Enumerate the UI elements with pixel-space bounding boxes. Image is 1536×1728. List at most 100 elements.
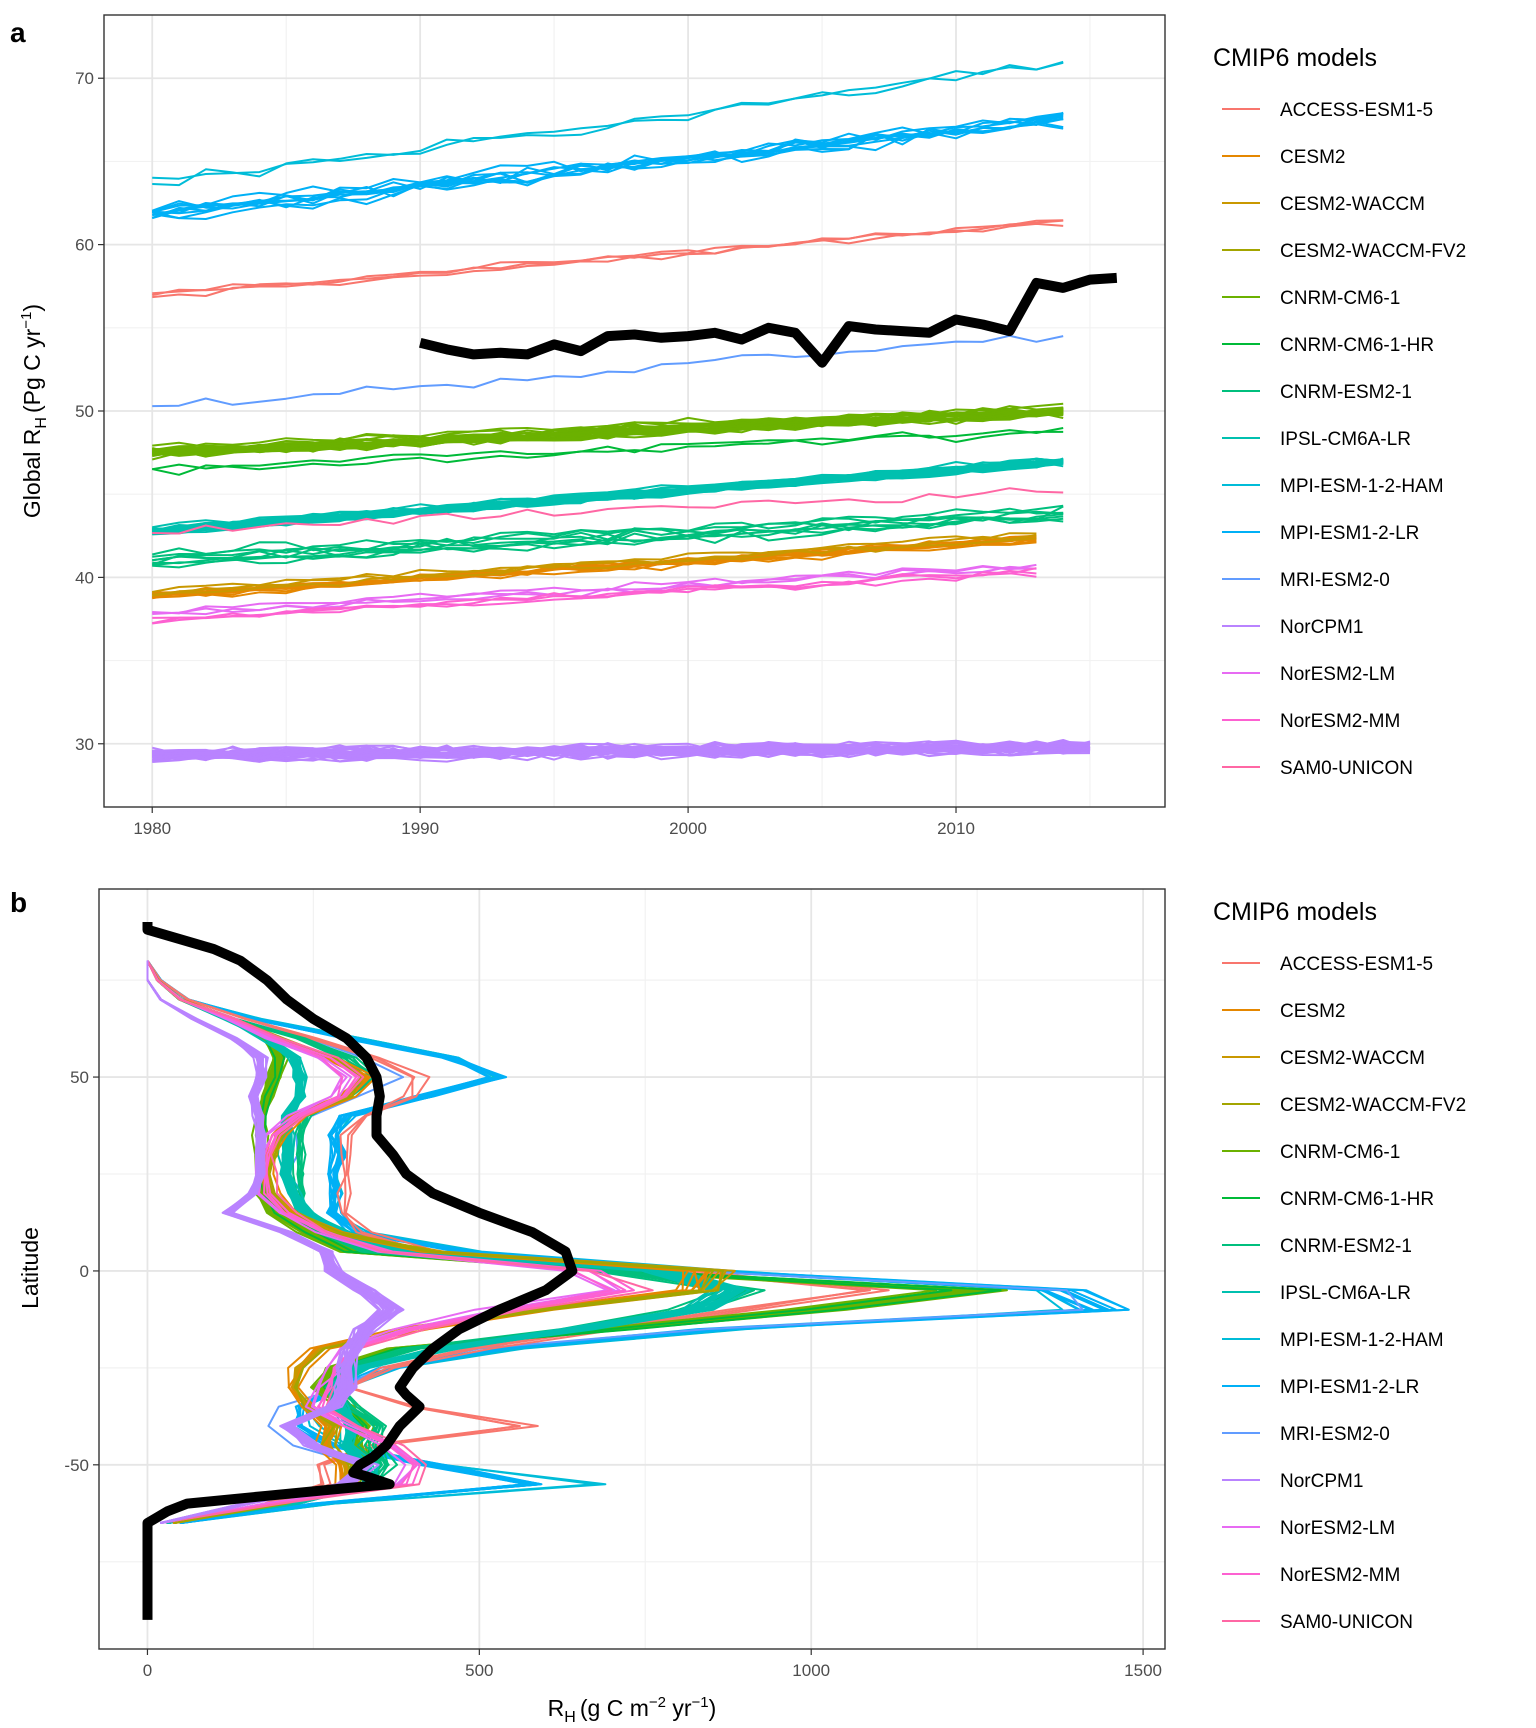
series-line-CESM2-WACCM [152, 537, 1037, 597]
series-line-CNRM-CM6-1 [152, 408, 1064, 456]
legend-label: MPI-ESM1-2-LR [1280, 1377, 1419, 1398]
panel-letter-a: a [10, 17, 26, 48]
observed-line-b [142, 922, 578, 1620]
y-title-close-a: ) [19, 304, 45, 312]
legend-title-a: CMIP6 models [1213, 44, 1377, 72]
y-tick-label: -50 [64, 1456, 89, 1475]
y-tick-label: 70 [75, 69, 94, 88]
x-tick-label: 2010 [937, 819, 975, 838]
legend-label: IPSL-CM6A-LR [1280, 1283, 1411, 1304]
series-line-MPI-ESM-1-2-HAM [152, 61, 1064, 180]
legend-label: CESM2-WACCM-FV2 [1280, 241, 1466, 262]
series-lines-b [142, 922, 1130, 1620]
x-title-mid-b: yr [666, 1695, 692, 1721]
legend-label: CESM2-WACCM [1280, 1048, 1425, 1069]
y-tick-label: 40 [75, 568, 94, 587]
series-line-CESM2-WACCM [152, 532, 1037, 593]
panel-a: a 1980 1990 2000 2010 30 40 50 60 70 Global RH (P… [10, 14, 1466, 838]
x-tick-label: 0 [143, 1661, 152, 1680]
profile-line-CNRM-ESM2-1 [146, 960, 749, 1524]
legend-label: MPI-ESM1-2-LR [1280, 523, 1419, 544]
series-line-CNRM-ESM2-1 [152, 515, 1064, 565]
legend-label: SAM0-UNICON [1280, 758, 1413, 779]
series-line-ACCESS-ESM1-5 [152, 222, 1064, 299]
series-line-NorESM2-MM [152, 567, 1037, 625]
series-line-CESM2-WACCM [152, 534, 1037, 596]
legend-label: NorESM2-MM [1280, 1565, 1400, 1586]
legend-label: NorESM2-MM [1280, 711, 1400, 732]
legend-label: ACCESS-ESM1-5 [1280, 954, 1433, 975]
legend-label: NorCPM1 [1280, 617, 1363, 638]
series-line-SAM0-UNICON [152, 487, 1064, 535]
y-title-paren-a: (Pg C yr [19, 328, 45, 413]
legend-label: CESM2-WACCM-FV2 [1280, 1095, 1466, 1116]
legend-label: MPI-ESM-1-2-HAM [1280, 1330, 1444, 1351]
series-line-MPI-ESM-1-2-HAM [152, 60, 1064, 187]
x-title-sup2-b: −1 [692, 1694, 709, 1711]
legend-label: MPI-ESM-1-2-HAM [1280, 476, 1444, 497]
legend-label: CNRM-ESM2-1 [1280, 382, 1412, 403]
y-tick-label: 60 [75, 236, 94, 255]
legend-label: NorESM2-LM [1280, 1518, 1395, 1539]
y-tick-label: 30 [75, 735, 94, 754]
y-tick-label: 0 [80, 1262, 89, 1281]
legend-label: CNRM-ESM2-1 [1280, 1236, 1412, 1257]
x-tick-label: 1000 [792, 1661, 830, 1680]
plot-border-b [98, 888, 1166, 1650]
x-tick-label: 2000 [669, 819, 707, 838]
series-line-CNRM-ESM2-1 [151, 513, 1064, 566]
y-title-main-a: Global R [19, 429, 45, 518]
series-line-CNRM-CM6-1-HR [152, 427, 1064, 471]
observed-line-a [419, 272, 1118, 368]
y-axis-title-b: Latitude [17, 1227, 43, 1309]
legend-label: CESM2 [1280, 1001, 1345, 1022]
x-title-sub-b: H [564, 1709, 576, 1726]
profile-line-SAM0-UNICON [146, 960, 654, 1524]
profile-line-NorCPM1 [146, 960, 385, 1524]
axis-a: 1980 1990 2000 2010 30 40 50 60 70 [75, 69, 975, 838]
x-title-paren-b: (g C m [580, 1695, 649, 1721]
series-line-CNRM-CM6-1-HR [151, 430, 1064, 476]
legend-label: NorCPM1 [1280, 1471, 1363, 1492]
x-title-close-b: ) [709, 1695, 717, 1721]
legend-label: MRI-ESM2-0 [1280, 1424, 1390, 1445]
panel-b: b 0 500 1000 1500 -50 0 50 Latitude RH (g C m−2… [10, 887, 1466, 1726]
profile-line-MPI-ESM1-2-LR [146, 960, 1117, 1524]
y-title-sup-a: −1 [18, 312, 35, 329]
legend-b: CMIP6 models ACCESS-ESM1-5 CESM2 CESM2-WAC… [1213, 898, 1466, 1633]
series-lines-a [151, 60, 1118, 763]
x-title-main-b: R [548, 1695, 565, 1721]
x-tick-label: 500 [465, 1661, 493, 1680]
series-line-IPSL-CM6A-LR [152, 460, 1064, 534]
legend-label: CNRM-CM6-1 [1280, 288, 1400, 309]
series-line-NorESM2-LM [152, 565, 1037, 615]
panel-letter-b: b [10, 887, 27, 918]
legend-label: CNRM-CM6-1-HR [1280, 1189, 1434, 1210]
series-line-CNRM-CM6-1 [152, 411, 1064, 456]
series-line-NorCPM1 [151, 745, 1091, 762]
x-tick-label: 1500 [1124, 1661, 1162, 1680]
series-line-NorESM2-MM [152, 571, 1037, 625]
legend-label: SAM0-UNICON [1280, 1612, 1413, 1633]
legend-label: CESM2 [1280, 147, 1345, 168]
legend-a: CMIP6 models ACCESS-ESM1-5 CESM2 CESM2-WAC… [1213, 44, 1466, 779]
legend-label: IPSL-CM6A-LR [1280, 429, 1411, 450]
y-axis-title-a: Global RH (Pg C yr−1) [18, 304, 50, 518]
x-tick-label: 1990 [401, 819, 439, 838]
x-axis-title-b: RH (g C m−2 yr−1) [548, 1694, 717, 1726]
x-tick-label: 1980 [133, 819, 171, 838]
legend-title-b: CMIP6 models [1213, 898, 1377, 926]
series-line-MRI-ESM2-0 [152, 334, 1064, 408]
legend-label: CNRM-CM6-1-HR [1280, 335, 1434, 356]
series-line-NorCPM1 [152, 740, 1091, 760]
y-tick-label: 50 [75, 402, 94, 421]
legend-label: ACCESS-ESM1-5 [1280, 100, 1433, 121]
y-tick-label: 50 [70, 1068, 89, 1087]
series-line-NorCPM1 [152, 740, 1091, 760]
axis-b: 0 500 1000 1500 -50 0 50 [64, 1068, 1162, 1680]
x-title-sup1-b: −2 [649, 1694, 666, 1711]
y-title-sub-a: H [33, 417, 50, 429]
legend-label: CNRM-CM6-1 [1280, 1142, 1400, 1163]
legend-label: NorESM2-LM [1280, 664, 1395, 685]
